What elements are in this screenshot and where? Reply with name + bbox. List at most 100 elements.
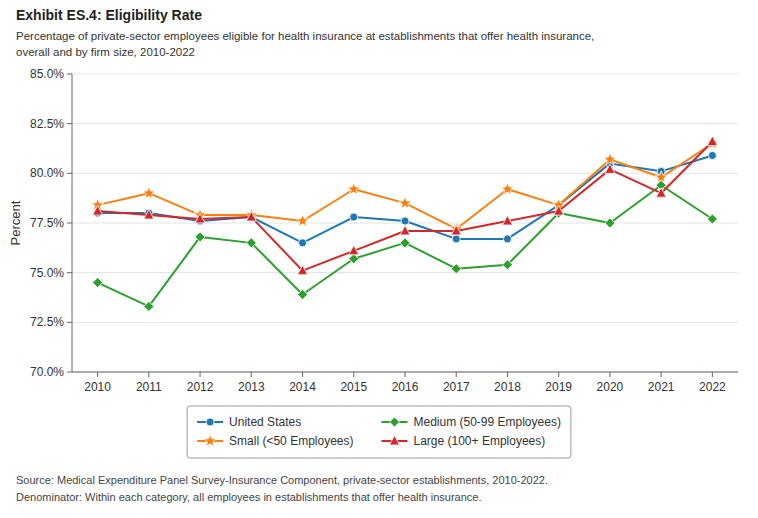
data-point <box>501 183 513 195</box>
y-tick-label: 75.0% <box>30 266 64 280</box>
data-point <box>93 278 103 288</box>
series-line <box>98 142 713 271</box>
y-tick <box>67 123 72 124</box>
x-tick <box>251 372 252 377</box>
data-point <box>246 212 256 222</box>
y-tick <box>67 173 72 174</box>
data-point <box>400 238 410 248</box>
y-tick-label: 77.5% <box>30 216 64 230</box>
legend-label: Large (100+ Employees) <box>413 434 545 448</box>
data-point <box>707 214 717 224</box>
grid-line <box>72 123 738 124</box>
x-tick-label: 2019 <box>545 380 572 394</box>
y-tick <box>67 272 72 273</box>
y-tick-label: 72.5% <box>30 315 64 329</box>
data-point <box>298 265 308 275</box>
x-tick <box>353 372 354 377</box>
grid-line <box>72 372 738 373</box>
data-point <box>502 260 512 270</box>
legend-swatch <box>206 418 214 426</box>
x-tick-label: 2021 <box>648 380 675 394</box>
x-tick <box>712 372 713 377</box>
y-tick-label: 80.0% <box>30 166 64 180</box>
data-point <box>399 197 411 209</box>
data-point <box>144 210 154 220</box>
x-tick <box>661 372 662 377</box>
legend-label: Small (<50 Employees) <box>229 434 353 448</box>
data-point <box>450 222 462 234</box>
data-point <box>298 290 308 300</box>
data-point <box>350 213 358 221</box>
x-tick-label: 2020 <box>597 380 624 394</box>
data-point <box>502 216 512 226</box>
x-tick <box>609 372 610 377</box>
data-point <box>451 264 461 274</box>
y-tick <box>67 223 72 224</box>
legend-item: United States <box>197 415 301 429</box>
x-tick-label: 2012 <box>187 380 214 394</box>
title: Exhibit ES.4: Eligibility Rate <box>16 7 202 23</box>
y-axis-line <box>72 74 73 372</box>
grid-line <box>72 74 738 75</box>
series-line <box>98 155 713 242</box>
data-point <box>400 225 410 235</box>
data-point <box>605 218 615 228</box>
data-point <box>503 235 511 243</box>
x-tick-label: 2010 <box>84 380 111 394</box>
data-point <box>452 235 460 243</box>
x-tick <box>558 372 559 377</box>
y-tick <box>67 372 72 373</box>
data-point <box>605 164 615 174</box>
x-tick <box>200 372 201 377</box>
y-tick <box>67 322 72 323</box>
legend-swatch <box>204 435 216 447</box>
data-point <box>195 232 205 242</box>
axes: 70.0%72.5%75.0%77.5%80.0%82.5%85.0%20102… <box>30 67 738 394</box>
legend-item: Medium (50-99 Employees) <box>381 415 560 429</box>
y-tick <box>67 74 72 75</box>
data-point <box>246 238 256 248</box>
x-tick <box>148 372 149 377</box>
x-tick-label: 2014 <box>289 380 316 394</box>
x-tick-label: 2018 <box>494 380 521 394</box>
background <box>0 0 758 518</box>
subtitle: overall and by firm size, 2010-2022 <box>16 46 195 58</box>
data-point <box>604 153 616 165</box>
x-tick-label: 2013 <box>238 380 265 394</box>
data-point <box>93 206 103 216</box>
data-point <box>349 254 359 264</box>
legend-box <box>187 406 571 458</box>
x-tick-label: 2011 <box>136 380 162 394</box>
data-point <box>299 239 307 247</box>
y-axis-label: Percent <box>8 200 23 245</box>
x-tick <box>507 372 508 377</box>
data-point <box>296 215 308 227</box>
series-line <box>98 185 713 306</box>
grid-line <box>72 322 738 323</box>
legend-label: Medium (50-99 Employees) <box>413 415 560 429</box>
subtitle: Percentage of private-sector employees e… <box>16 30 594 42</box>
x-tick-label: 2022 <box>699 380 726 394</box>
grid-line <box>72 272 738 273</box>
y-tick-label: 82.5% <box>30 117 64 131</box>
legend-label: United States <box>229 415 301 429</box>
x-axis-line <box>72 372 738 373</box>
data-point <box>656 188 666 198</box>
legend: United States Small (<50 Employees) Medium… <box>187 406 571 458</box>
data-point <box>348 183 360 195</box>
plot-area <box>91 136 718 311</box>
x-tick <box>302 372 303 377</box>
annotation: Denominator: Within each category, all e… <box>16 491 482 503</box>
x-tick-label: 2017 <box>443 380 470 394</box>
data-point <box>245 209 257 221</box>
data-point <box>143 187 155 199</box>
data-point <box>554 206 564 216</box>
legend-swatch <box>389 436 399 446</box>
legend-item: Large (100+ Employees) <box>381 434 545 448</box>
x-tick <box>456 372 457 377</box>
data-point <box>708 151 716 159</box>
y-tick-label: 85.0% <box>30 67 64 81</box>
x-tick <box>405 372 406 377</box>
data-point <box>707 136 717 146</box>
annotation: Source: Medical Expenditure Panel Survey… <box>16 474 548 486</box>
